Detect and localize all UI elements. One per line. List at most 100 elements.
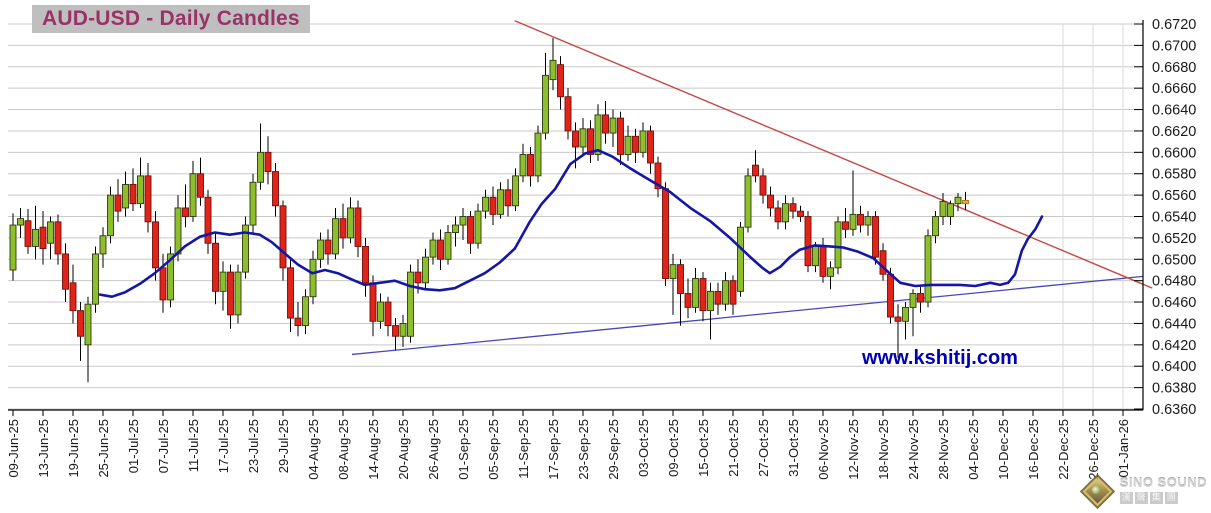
x-tick-label: 01-Jan-26 bbox=[1116, 419, 1131, 478]
candle-body bbox=[947, 203, 954, 217]
candle-body bbox=[317, 239, 324, 260]
y-tick-label: 0.6600 bbox=[1152, 145, 1196, 161]
candle-body bbox=[654, 162, 662, 190]
candle-body bbox=[167, 253, 174, 301]
candle-body bbox=[639, 130, 647, 153]
watermark-link[interactable]: www.kshitij.com bbox=[862, 347, 1018, 369]
candle-body bbox=[399, 322, 407, 337]
candle-body bbox=[54, 221, 62, 255]
x-tick-label: 01-Jul-25 bbox=[126, 419, 141, 473]
candle-body bbox=[474, 210, 482, 244]
y-tick-label: 0.6660 bbox=[1152, 81, 1196, 97]
x-tick-label: 22-Dec-25 bbox=[1056, 419, 1071, 480]
candle-body bbox=[332, 218, 339, 255]
candle-body bbox=[609, 117, 617, 134]
candle-body bbox=[549, 59, 557, 81]
candle-body bbox=[92, 253, 99, 305]
candle-body bbox=[789, 203, 797, 212]
x-tick-label: 27-Oct-25 bbox=[756, 419, 771, 477]
x-tick-label: 05-Sep-25 bbox=[486, 419, 501, 480]
brand-name: SINO SOUND bbox=[1119, 474, 1207, 490]
x-tick-label: 11-Jul-25 bbox=[186, 419, 201, 472]
candle-body bbox=[759, 175, 767, 196]
candle-body bbox=[699, 278, 707, 312]
candle-body bbox=[257, 151, 264, 183]
candle-body bbox=[362, 245, 369, 284]
trendlines bbox=[351, 20, 1153, 356]
candle-body bbox=[39, 226, 47, 250]
candle-body bbox=[384, 301, 392, 327]
y-tick-label: 0.6480 bbox=[1152, 274, 1196, 290]
candle-body bbox=[422, 256, 429, 284]
candle-body bbox=[737, 226, 744, 292]
candle-body bbox=[902, 306, 909, 322]
candle-body bbox=[272, 171, 279, 207]
candle-body bbox=[152, 221, 159, 269]
candle-body bbox=[722, 280, 729, 305]
candle-body bbox=[437, 239, 444, 260]
candle-body bbox=[669, 264, 677, 279]
x-tick-label: 16-Dec-25 bbox=[1026, 419, 1041, 480]
candle-body bbox=[707, 290, 714, 312]
candle-body bbox=[662, 188, 669, 279]
candle-body bbox=[242, 224, 249, 273]
diamond-logo-icon bbox=[1079, 473, 1115, 510]
resistance-trendline bbox=[514, 20, 1153, 289]
candle-body bbox=[864, 216, 872, 226]
candle-body bbox=[182, 207, 189, 217]
candle-body bbox=[339, 218, 347, 239]
x-tick-label: 17-Sep-25 bbox=[546, 419, 561, 480]
candle-body bbox=[939, 201, 947, 217]
candle-body bbox=[504, 189, 512, 207]
candle-body bbox=[917, 293, 924, 303]
candle-body bbox=[602, 114, 609, 134]
candle-body bbox=[879, 250, 887, 275]
candle-body bbox=[527, 154, 534, 177]
candle-body bbox=[887, 273, 894, 318]
candle-body bbox=[744, 175, 752, 228]
x-tick-label: 18-Nov-25 bbox=[876, 419, 891, 480]
candle-body bbox=[767, 194, 774, 209]
y-tick-label: 0.6500 bbox=[1152, 252, 1196, 268]
candle-body bbox=[114, 194, 122, 212]
candle-body bbox=[219, 271, 227, 292]
x-tick-label: 15-Oct-25 bbox=[696, 419, 711, 477]
x-tick-label: 21-Oct-25 bbox=[726, 419, 741, 477]
x-tick-label: 09-Oct-25 bbox=[666, 419, 681, 477]
x-tick-label: 11-Sep-25 bbox=[516, 419, 531, 479]
x-tick-label: 28-Nov-25 bbox=[936, 419, 951, 480]
candle-body bbox=[924, 235, 932, 303]
candle-body bbox=[77, 310, 84, 337]
y-tick-label: 0.6400 bbox=[1152, 359, 1196, 375]
candle-body bbox=[932, 216, 939, 237]
candle-body bbox=[369, 282, 377, 322]
candle-body bbox=[429, 239, 437, 258]
candle-body bbox=[542, 74, 549, 134]
candle-body bbox=[84, 303, 92, 346]
x-tick-label: 04-Aug-25 bbox=[306, 419, 321, 480]
candle-body bbox=[69, 282, 77, 312]
candle-body bbox=[309, 258, 317, 298]
x-tick-label: 09-Jun-25 bbox=[6, 419, 21, 478]
x-tick-label: 20-Aug-25 bbox=[396, 419, 411, 480]
x-tick-label: 25-Jun-25 bbox=[96, 419, 111, 478]
x-tick-label: 19-Jun-25 bbox=[66, 419, 81, 478]
candle-body bbox=[894, 316, 902, 322]
x-tick-label: 26-Aug-25 bbox=[426, 419, 441, 480]
candle-body bbox=[452, 224, 459, 233]
candle-body bbox=[647, 130, 654, 164]
y-tick-label: 0.6460 bbox=[1152, 295, 1196, 311]
candle-body bbox=[459, 216, 467, 226]
candle-body bbox=[354, 207, 362, 247]
y-tick-label: 0.6540 bbox=[1152, 210, 1196, 226]
y-tick-label: 0.6360 bbox=[1152, 402, 1196, 418]
x-tick-label: 08-Aug-25 bbox=[336, 419, 351, 480]
candle-body bbox=[512, 175, 519, 207]
candle-body bbox=[212, 242, 219, 292]
y-tick-label: 0.6380 bbox=[1152, 381, 1196, 397]
candle-body bbox=[377, 301, 384, 322]
candle-body bbox=[834, 221, 842, 269]
chart-title: AUD-USD - Daily Candles bbox=[32, 5, 310, 33]
y-tick-label: 0.6520 bbox=[1152, 231, 1196, 247]
